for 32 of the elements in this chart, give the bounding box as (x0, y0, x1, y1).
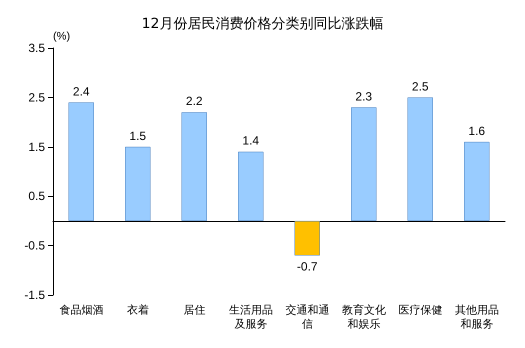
x-tick-label: 生活用品及服务 (228, 304, 273, 330)
x-tick-label: 居住 (183, 304, 206, 316)
y-tick-label: 1.5 (28, 140, 46, 154)
y-tick-label: 2.5 (28, 90, 46, 104)
data-label: 1.6 (468, 124, 486, 138)
bar (238, 152, 264, 221)
data-label: 2.4 (72, 84, 90, 98)
bar (125, 146, 150, 221)
y-axis-title: (%) (53, 30, 70, 42)
y-tick-label: 0.5 (28, 189, 46, 204)
x-tick-label: 医疗保健 (398, 304, 442, 316)
data-label: 2.3 (355, 89, 372, 104)
bar (294, 220, 320, 256)
data-label: 1.4 (242, 134, 260, 148)
chart-title: 12月份居民消费价格分类别同比涨跌幅 (142, 16, 384, 32)
data-label: -0.7 (296, 259, 318, 274)
x-tick-label: 交通和通信 (285, 304, 330, 330)
data-label: 2.5 (412, 79, 429, 94)
x-tick-label: 食品烟酒 (59, 304, 104, 316)
bar (182, 112, 207, 221)
x-tick-label: 教育文化和娱乐 (342, 304, 386, 330)
bar (408, 97, 433, 221)
bar (351, 107, 376, 221)
x-tick-label: 其他用品和服务 (454, 304, 499, 330)
bar (464, 142, 490, 221)
x-tick-label: 衣着 (126, 304, 149, 316)
y-tick-label: -0.5 (24, 238, 46, 253)
bar (68, 102, 94, 221)
data-label: 1.5 (129, 128, 146, 143)
data-label: 2.2 (186, 94, 203, 108)
y-tick-label: -1.5 (24, 288, 46, 302)
y-tick-label: 3.5 (28, 41, 46, 55)
